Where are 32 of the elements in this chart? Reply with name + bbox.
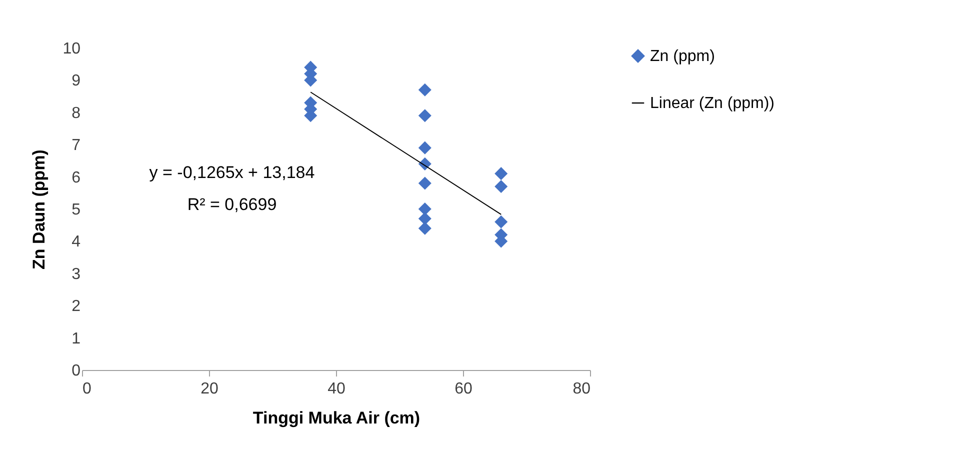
y-tick-label: 1 xyxy=(72,330,81,348)
point xyxy=(494,167,508,180)
point xyxy=(418,202,432,216)
annotation: y = -0,1265x + 13,184 xyxy=(149,163,315,182)
y-axis-title: Zn Daun (ppm) xyxy=(30,150,49,270)
annotation: R² = 0,6699 xyxy=(187,195,277,214)
point xyxy=(418,83,432,96)
y-tick-label: 2 xyxy=(72,298,81,316)
point xyxy=(418,176,432,190)
x-tick-label: 60 xyxy=(454,380,472,398)
y-tick-label: 6 xyxy=(72,169,81,186)
point xyxy=(418,212,432,226)
y-tick-label: 7 xyxy=(72,137,81,154)
y-tick-label: 0 xyxy=(72,362,81,380)
x-tick-label: 40 xyxy=(328,380,346,398)
y-tick-label: 3 xyxy=(72,266,81,283)
x-axis-title: Tinggi Muka Air (cm) xyxy=(252,408,420,428)
point xyxy=(418,141,432,154)
point xyxy=(494,215,508,228)
y-tick-label: 5 xyxy=(72,202,81,218)
x-tick-label: 0 xyxy=(82,380,92,398)
x-tick-label: 20 xyxy=(200,380,218,398)
legend-label: Zn (ppm) xyxy=(650,48,715,65)
y-tick-label: 4 xyxy=(72,234,81,251)
x-tick-label: 80 xyxy=(572,380,591,398)
y-tick-label: 9 xyxy=(72,72,81,90)
point xyxy=(418,222,432,235)
point xyxy=(494,180,508,193)
y-tick-label: 10 xyxy=(62,40,81,58)
legend-label: Linear (Zn (ppm)) xyxy=(650,95,774,112)
point xyxy=(418,109,432,122)
y-tick-label: 8 xyxy=(72,104,81,122)
